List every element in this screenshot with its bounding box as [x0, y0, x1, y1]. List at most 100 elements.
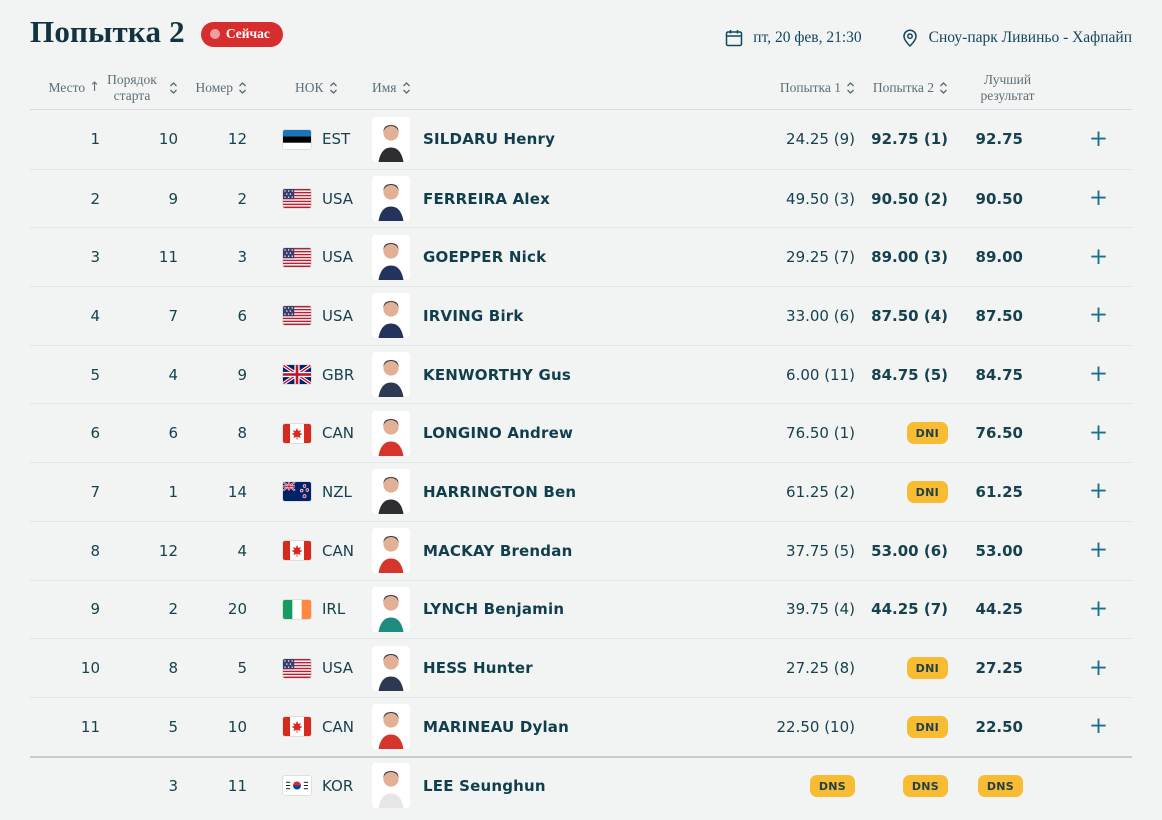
- start-order-cell: 4: [168, 365, 178, 384]
- athlete-cell: IRVING Birk: [372, 293, 735, 339]
- bib-cell: 9: [237, 365, 247, 384]
- noc-cell: KOR: [283, 776, 372, 796]
- rank-cell: 9: [90, 600, 100, 619]
- best-score-cell: DNS: [948, 774, 1023, 797]
- start-order-cell: 1: [168, 482, 178, 501]
- athlete-cell: MACKAY Brendan: [372, 528, 735, 574]
- rank-cell: 3: [90, 248, 100, 267]
- country-flag-icon: [283, 247, 311, 267]
- noc-cell: USA: [283, 658, 372, 678]
- country-flag-icon: [283, 129, 311, 149]
- result-status-badge: DNS: [809, 774, 855, 797]
- athlete-photo: [372, 352, 410, 398]
- rank-cell: 4: [90, 306, 100, 325]
- event-datetime-label: пт, 20 фев, 21:30: [753, 29, 862, 46]
- expand-cell: +: [1023, 715, 1132, 738]
- athlete-name: SILDARU Henry: [423, 130, 556, 149]
- noc-code: CAN: [322, 717, 354, 736]
- header-attempt2[interactable]: Попытка 2: [855, 80, 948, 96]
- athlete-cell: SILDARU Henry: [372, 116, 735, 162]
- athlete-name: GOEPPER Nick: [423, 248, 547, 267]
- expand-button[interactable]: +: [1088, 243, 1109, 270]
- event-venue-label: Сноу-парк Ливиньо - Хафпайп: [928, 29, 1132, 46]
- noc-cell: CAN: [283, 423, 372, 443]
- athlete-name: MARINEAU Dylan: [423, 717, 569, 736]
- noc-code: USA: [322, 189, 354, 208]
- attempt1-cell: 27.25 (8): [786, 659, 855, 678]
- expand-cell: +: [1023, 595, 1132, 622]
- expand-button[interactable]: +: [1088, 185, 1109, 212]
- rank-cell: 5: [90, 365, 100, 384]
- table-body: 1 10 12 EST SILDARU Henry 24.25 (9) 92.7…: [30, 110, 1132, 814]
- attempt1-cell: DNS: [735, 774, 855, 797]
- best-score-cell: 44.25: [975, 600, 1023, 619]
- noc-code: KOR: [322, 776, 354, 795]
- country-flag-icon: [283, 423, 311, 443]
- header-name[interactable]: Имя: [372, 80, 735, 96]
- header-place[interactable]: Место ↑: [30, 80, 100, 96]
- expand-button[interactable]: +: [1088, 713, 1109, 740]
- header-noc[interactable]: НОК: [283, 80, 372, 96]
- noc-cell: USA: [283, 189, 372, 209]
- country-flag-icon: [283, 306, 311, 326]
- expand-cell: +: [1023, 304, 1132, 327]
- page-header: Попытка 2 Сейчас пт, 20 фев, 21:30: [0, 0, 1162, 50]
- bib-cell: 12: [227, 130, 247, 149]
- sort-updown-icon: [238, 81, 247, 95]
- expand-button[interactable]: +: [1088, 478, 1109, 505]
- bib-cell: 20: [227, 600, 247, 619]
- athlete-name: KENWORTHY Gus: [423, 365, 571, 384]
- table-row: 10 8 5 USA HESS Hunter 27.25 (8) DNI 27.…: [30, 638, 1132, 697]
- noc-cell: CAN: [283, 717, 372, 737]
- athlete-photo: [372, 763, 410, 809]
- expand-button[interactable]: +: [1088, 595, 1109, 622]
- start-order-cell: 6: [168, 424, 178, 443]
- athlete-name: LEE Seunghun: [423, 776, 546, 795]
- expand-button[interactable]: +: [1088, 419, 1109, 446]
- header-place-label: Место: [48, 79, 86, 95]
- header-bib[interactable]: Номер: [178, 80, 247, 96]
- rank-cell: 2: [90, 189, 100, 208]
- noc-code: CAN: [322, 541, 354, 560]
- athlete-photo: [372, 645, 410, 691]
- attempt1-cell: 61.25 (2): [786, 482, 855, 501]
- live-status-badge: Сейчас: [200, 21, 283, 47]
- event-venue: Сноу-парк Ливиньо - Хафпайп: [900, 28, 1132, 48]
- header-attempt1[interactable]: Попытка 1: [735, 80, 855, 96]
- athlete-photo: [372, 176, 410, 222]
- header-start-order-label: Порядок старта: [107, 71, 157, 103]
- rank-cell: 1: [90, 130, 100, 149]
- best-score-cell: 89.00: [975, 248, 1023, 267]
- header-attempt2-label: Попытка 2: [872, 79, 934, 95]
- noc-cell: NZL: [283, 482, 372, 502]
- rank-cell: 10: [80, 659, 100, 678]
- attempt2-cell: 89.00 (3): [871, 248, 948, 267]
- rank-cell: 7: [90, 482, 100, 501]
- noc-code: IRL: [322, 600, 346, 619]
- expand-button[interactable]: +: [1088, 125, 1109, 152]
- result-status-badge: DNI: [906, 657, 948, 680]
- expand-cell: +: [1023, 654, 1132, 681]
- start-order-cell: 7: [168, 306, 178, 325]
- attempt2-cell: DNI: [855, 657, 948, 680]
- athlete-cell: LONGINO Andrew: [372, 410, 735, 456]
- bib-cell: 8: [237, 424, 247, 443]
- sort-updown-icon: [169, 81, 178, 95]
- expand-cell: +: [1023, 419, 1132, 446]
- header-best[interactable]: Лучший результат: [970, 72, 1045, 103]
- noc-code: NZL: [322, 482, 352, 501]
- athlete-name: LONGINO Andrew: [423, 424, 574, 443]
- expand-button[interactable]: +: [1088, 302, 1109, 329]
- expand-button[interactable]: +: [1088, 537, 1109, 564]
- start-order-cell: 5: [168, 717, 178, 736]
- noc-code: USA: [322, 306, 354, 325]
- header-start-order[interactable]: Порядок старта: [100, 72, 178, 103]
- event-datetime: пт, 20 фев, 21:30: [724, 28, 862, 48]
- attempt1-cell: 76.50 (1): [786, 424, 855, 443]
- athlete-photo: [372, 469, 410, 515]
- athlete-cell: HESS Hunter: [372, 645, 735, 691]
- expand-button[interactable]: +: [1088, 654, 1109, 681]
- expand-button[interactable]: +: [1088, 361, 1109, 388]
- athlete-name: IRVING Birk: [423, 306, 524, 325]
- best-score-cell: 92.75: [975, 130, 1023, 149]
